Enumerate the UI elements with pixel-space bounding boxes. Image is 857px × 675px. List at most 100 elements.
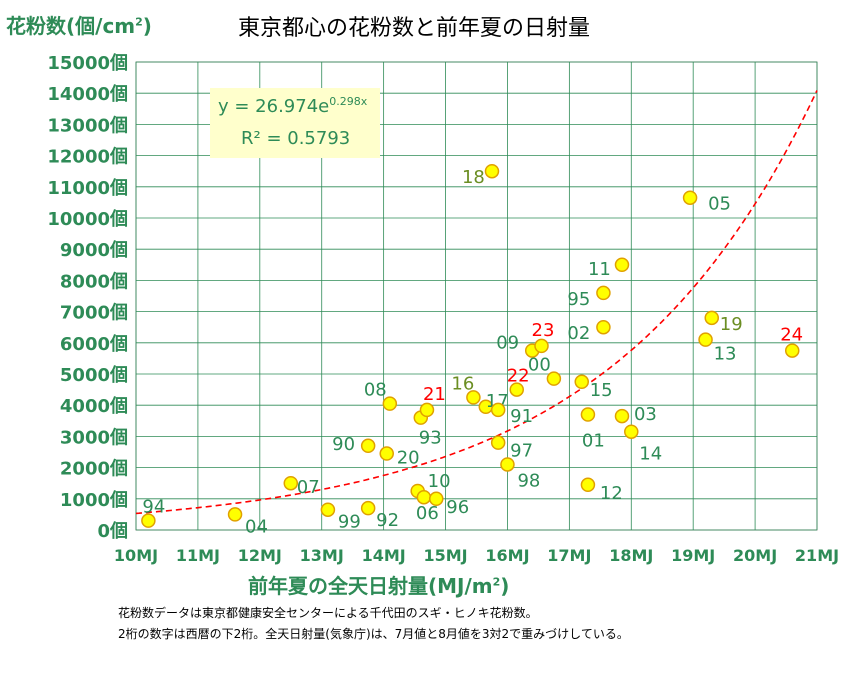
data-point-label: 99 (338, 512, 361, 533)
data-point (429, 491, 444, 507)
x-tick-label: 13MJ (300, 546, 344, 565)
data-point-label: 02 (567, 323, 590, 344)
data-point (500, 457, 515, 472)
data-point (490, 402, 506, 418)
data-point-label: 11 (588, 259, 611, 280)
y-tick-label: 12000個 (47, 147, 128, 168)
data-point-label: 05 (708, 194, 731, 215)
data-point-label: 12 (600, 483, 623, 504)
x-tick-label: 11MJ (176, 546, 220, 565)
x-tick-label: 14MJ (362, 546, 406, 565)
data-point-label: 03 (634, 404, 657, 425)
data-point-label: 98 (517, 470, 540, 491)
data-point-label: 95 (567, 289, 590, 310)
trendline-r-squared: R² = 0.5793 (241, 128, 351, 149)
data-point (614, 257, 630, 273)
data-point (698, 332, 713, 347)
data-point-label: 01 (582, 431, 605, 452)
data-point (466, 390, 481, 405)
data-point (534, 338, 549, 354)
x-tick-label: 18MJ (609, 546, 653, 565)
y-tick-label: 9000個 (60, 240, 128, 261)
data-point (574, 374, 589, 390)
x-tick-label: 20MJ (733, 546, 777, 565)
y-tick-label: 10000個 (47, 209, 128, 230)
y-tick-label: 11000個 (47, 178, 128, 199)
data-point (580, 477, 596, 493)
data-point (784, 343, 800, 358)
data-point (704, 310, 720, 326)
data-point-label: 00 (528, 355, 551, 376)
x-axis-label: 前年夏の全天日射量(MJ/m2) (248, 574, 510, 598)
data-point-label: 16 (451, 373, 474, 394)
y-tick-label: 14000個 (47, 84, 128, 105)
data-point-label: 18 (462, 167, 485, 188)
scatter-chart: 10MJ 11MJ 12MJ 13MJ 14MJ 15MJ 16MJ 17MJ 18MJ 19MJ… (47, 53, 839, 565)
data-point-label: 94 (142, 497, 165, 518)
y-axis-label: 花粉数(個/cm2) (6, 14, 152, 38)
y-tick-label: 6000個 (60, 334, 128, 355)
data-point (624, 424, 639, 439)
data-point (379, 446, 394, 461)
x-tick-label: 12MJ (238, 546, 282, 565)
data-point-label: 08 (364, 380, 387, 401)
data-point-label: 14 (639, 444, 662, 465)
data-point (416, 489, 432, 505)
data-point-label: 07 (297, 477, 320, 498)
x-tick-label: 17MJ (547, 546, 591, 565)
data-point (283, 475, 299, 491)
data-point (360, 500, 376, 516)
data-point (360, 438, 376, 454)
data-point (320, 502, 336, 517)
data-point (484, 163, 500, 179)
footnote-explanation: 2桁の数字は西暦の下2桁。全天日射量(気象庁)は、7月値と8月値を3対2で重みづ… (118, 627, 629, 641)
x-tick-label: 10MJ (114, 546, 158, 565)
data-point-label: 93 (419, 428, 442, 449)
y-tick-label: 0個 (97, 521, 128, 542)
y-tick-label: 1000個 (60, 490, 128, 511)
data-point (596, 285, 611, 301)
data-point (227, 507, 243, 522)
data-point-label: 04 (245, 516, 268, 537)
y-tick-label: 3000個 (60, 427, 128, 448)
data-point-label: 22 (507, 366, 530, 387)
data-point-label: 90 (332, 434, 355, 455)
data-point-label: 20 (397, 448, 420, 469)
data-point-label: 10 (428, 471, 451, 492)
data-point-label: 19 (720, 314, 743, 335)
data-point-label: 15 (590, 380, 613, 401)
data-point (382, 396, 398, 411)
y-tick-label: 13000個 (47, 115, 128, 136)
trendline-equation-box (210, 88, 380, 158)
data-point (509, 382, 524, 397)
data-point-label: 21 (423, 384, 446, 405)
data-point-label: 96 (446, 497, 469, 518)
y-tick-label: 4000個 (60, 396, 128, 417)
data-point (419, 402, 435, 418)
data-point-label: 09 (496, 333, 519, 354)
chart-title: 東京都心の花粉数と前年夏の日射量 (238, 16, 591, 41)
x-tick-label: 15MJ (423, 546, 467, 565)
y-tick-label: 5000個 (60, 365, 128, 386)
y-tick-label: 7000個 (60, 303, 128, 324)
y-tick-label: 2000個 (60, 459, 128, 480)
data-point-label: 91 (510, 406, 533, 427)
data-point (580, 407, 596, 422)
data-point-label: 23 (532, 320, 555, 341)
y-tick-label: 8000個 (60, 271, 128, 292)
x-tick-label: 19MJ (671, 546, 715, 565)
data-point (490, 435, 506, 450)
trend-line (135, 90, 818, 515)
data-point (614, 408, 630, 424)
data-point-label: 06 (416, 503, 439, 524)
data-point-label: 13 (714, 344, 737, 365)
data-point-label: 97 (510, 441, 533, 462)
x-tick-label: 21MJ (795, 546, 839, 565)
y-tick-label: 15000個 (47, 53, 128, 74)
footnote-source: 花粉数データは東京都健康安全センターによる千代田のスギ・ヒノキ花粉数。 (118, 606, 538, 620)
data-point-label: 24 (780, 325, 803, 346)
data-point (141, 513, 156, 528)
data-point (596, 319, 611, 335)
data-point (682, 190, 698, 205)
trendline-equation: y = 26.974e0.298x (218, 95, 368, 117)
